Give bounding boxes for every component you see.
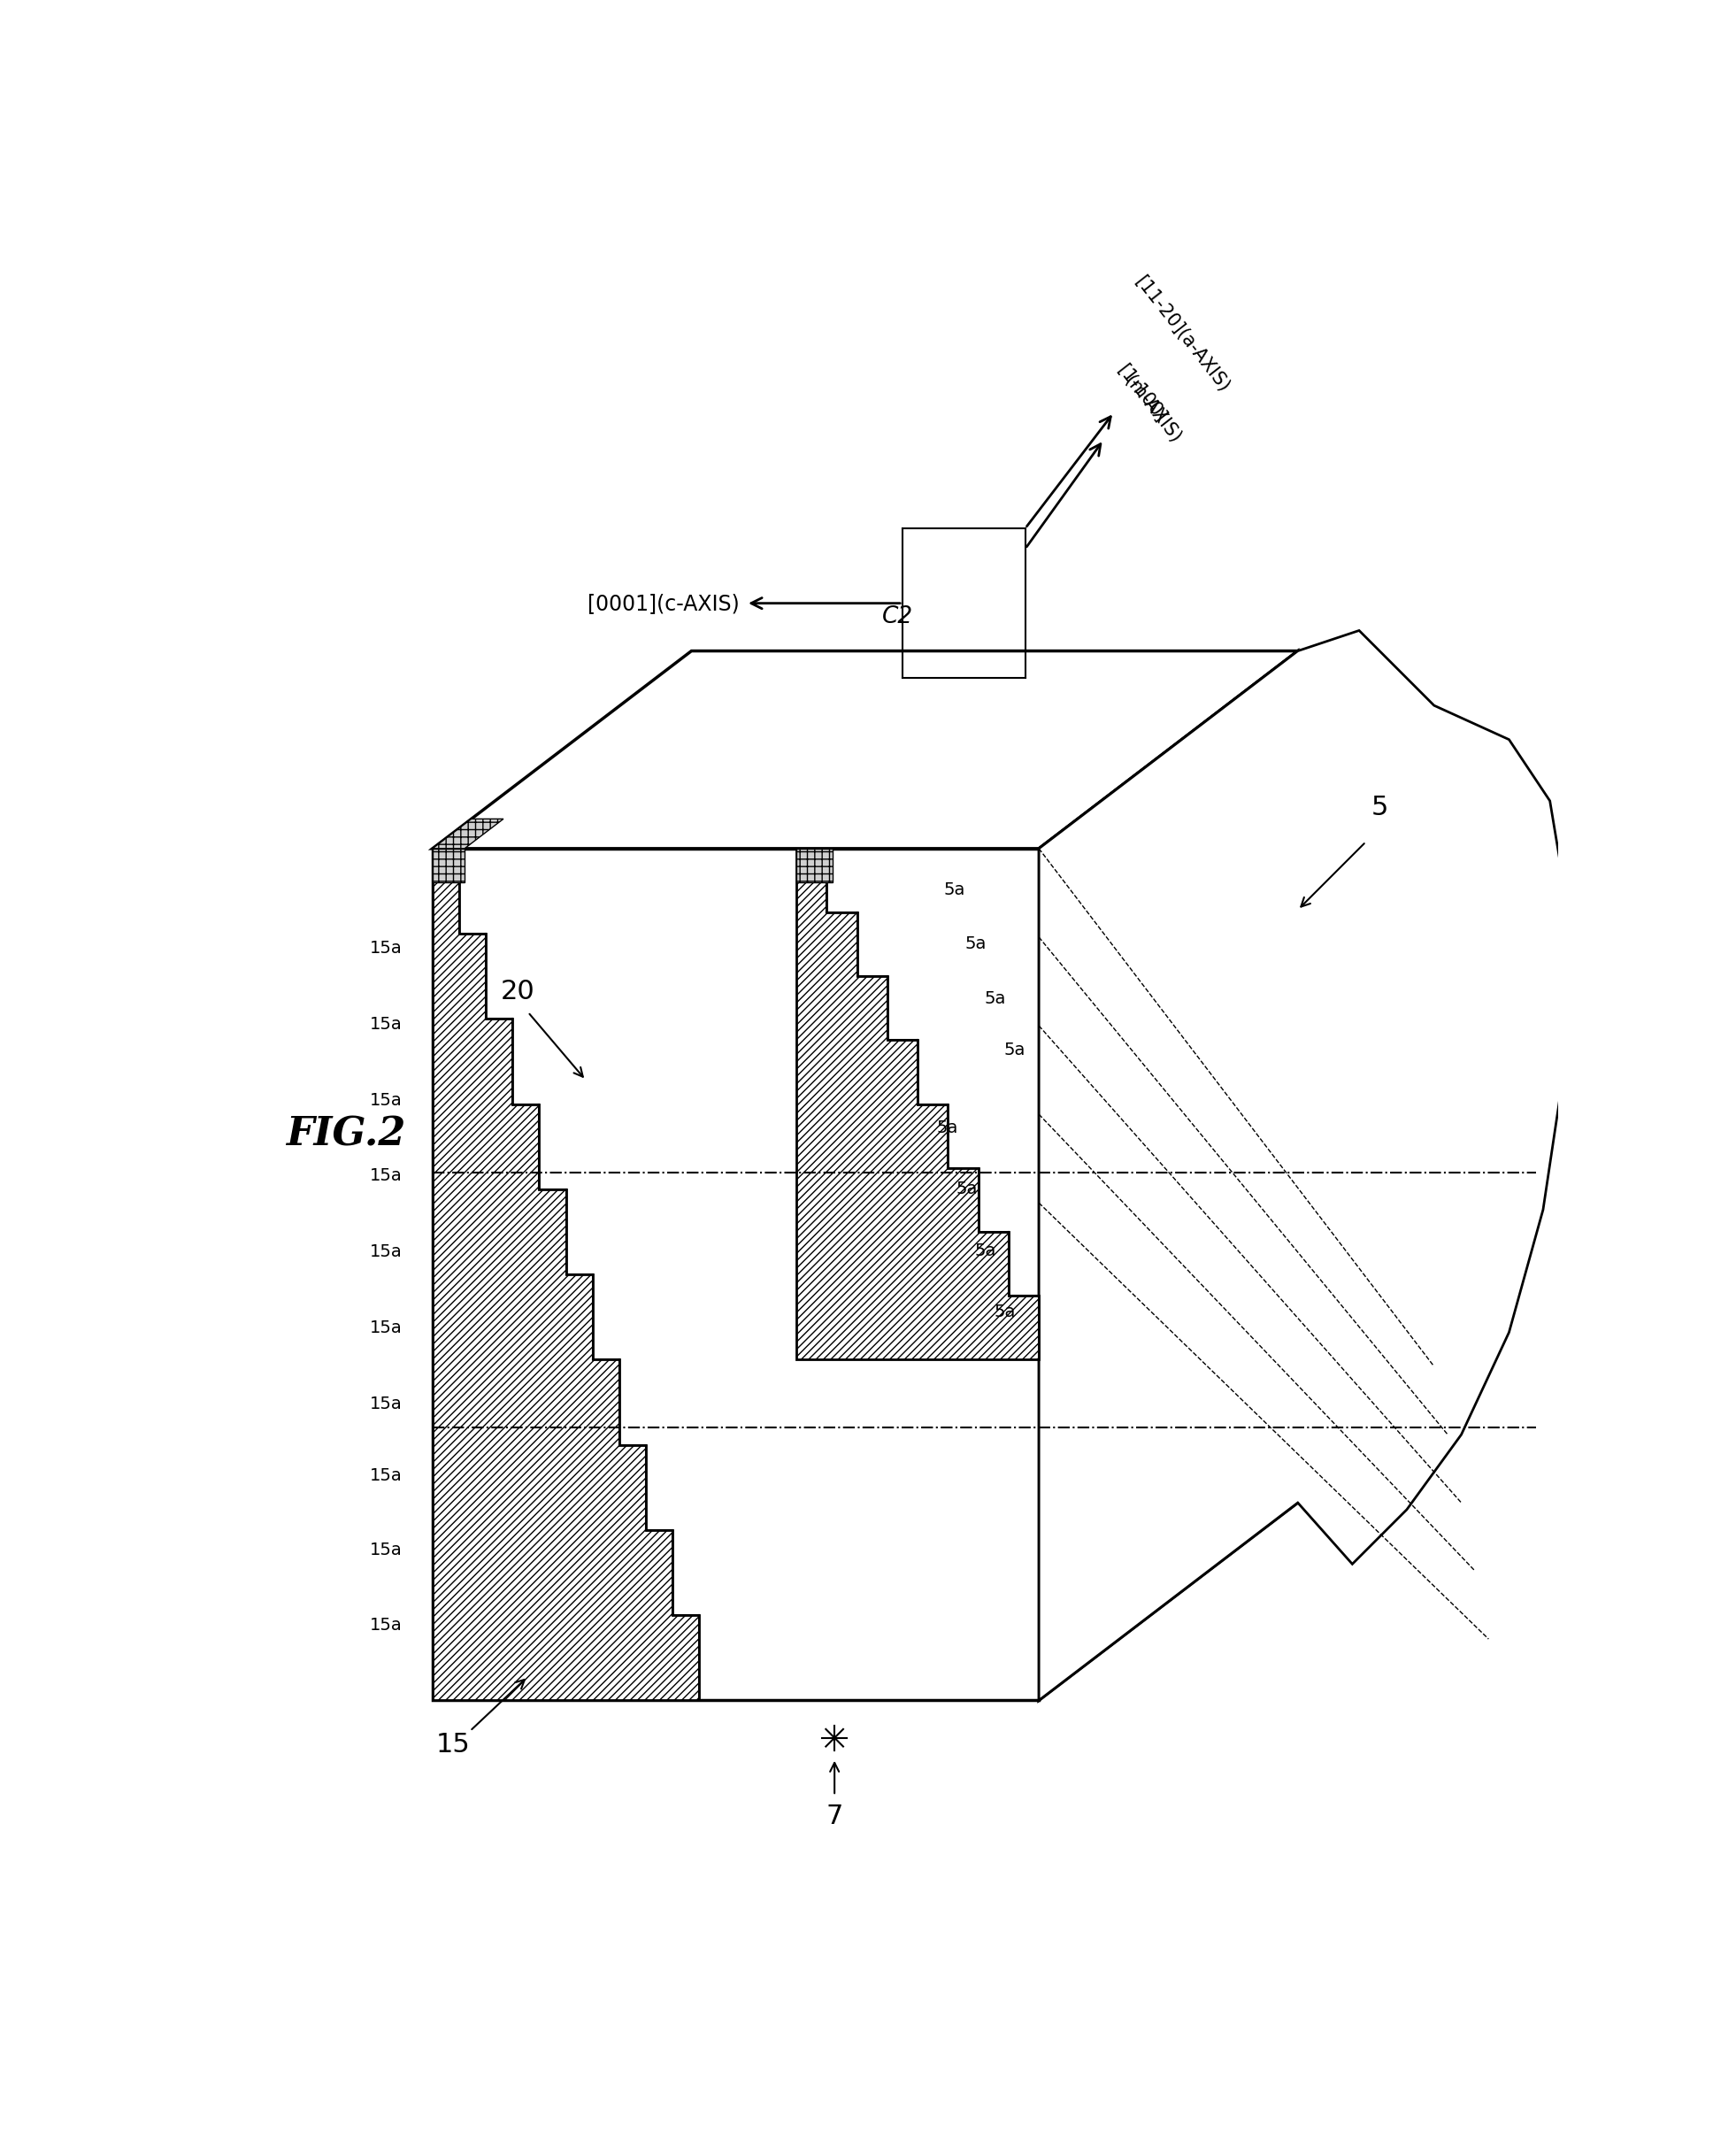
Text: 7: 7 (826, 1803, 844, 1828)
Text: [0001](c-AXIS): [0001](c-AXIS) (587, 592, 740, 614)
Polygon shape (432, 848, 1038, 1701)
Text: 15a: 15a (370, 1617, 403, 1634)
Polygon shape (432, 818, 503, 848)
Text: 15a: 15a (370, 1168, 403, 1185)
Text: FIG.2: FIG.2 (286, 1117, 406, 1153)
Polygon shape (432, 650, 1299, 848)
Polygon shape (1038, 631, 1571, 1701)
Text: 5: 5 (1371, 795, 1389, 820)
Text: 15a: 15a (370, 1093, 403, 1108)
Text: 15a: 15a (370, 1396, 403, 1413)
Polygon shape (797, 848, 1038, 1360)
Text: 5a: 5a (937, 1119, 958, 1136)
Polygon shape (432, 848, 465, 882)
Text: 15a: 15a (370, 1543, 403, 1560)
Text: 5a: 5a (995, 1304, 1016, 1321)
Text: 15a: 15a (370, 1245, 403, 1259)
Polygon shape (432, 848, 700, 1701)
Text: 15a: 15a (370, 1319, 403, 1336)
Text: 5a: 5a (984, 991, 1005, 1006)
Text: 20: 20 (500, 978, 535, 1004)
Text: 5a: 5a (976, 1242, 996, 1259)
Text: [11-20](a-AXIS): [11-20](a-AXIS) (1130, 273, 1233, 396)
Text: 5a: 5a (944, 880, 965, 897)
Text: [1-100]: [1-100] (1115, 362, 1170, 426)
Text: 5a: 5a (1003, 1042, 1024, 1057)
Polygon shape (1038, 650, 1299, 1701)
Text: 15a: 15a (370, 1466, 403, 1483)
Polygon shape (797, 848, 833, 882)
Text: 5a: 5a (957, 1181, 977, 1198)
Text: 15: 15 (436, 1733, 470, 1758)
Text: C2: C2 (882, 605, 913, 629)
Text: 15a: 15a (370, 1016, 403, 1034)
Text: 15a: 15a (370, 940, 403, 957)
Text: 5a: 5a (965, 936, 986, 953)
Text: (m-AXIS): (m-AXIS) (1121, 373, 1184, 448)
